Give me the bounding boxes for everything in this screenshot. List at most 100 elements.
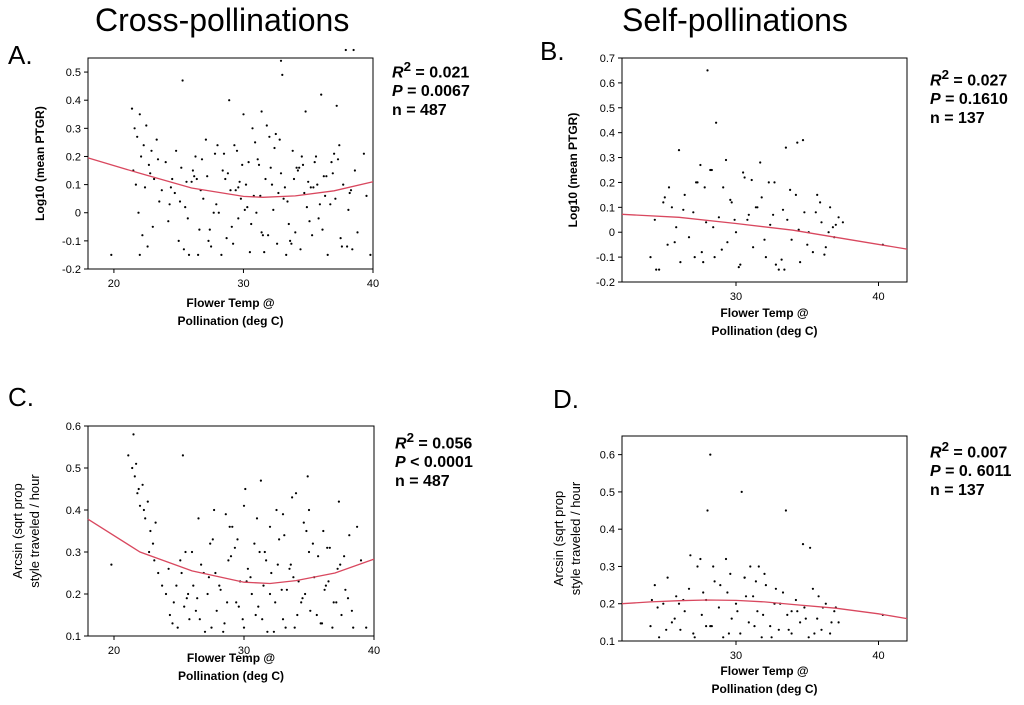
data-point-a <box>292 177 296 181</box>
data-point-c <box>168 613 171 617</box>
data-point-a <box>195 177 198 181</box>
data-point-a <box>246 206 249 209</box>
data-point-b <box>764 256 767 259</box>
data-point-c <box>322 529 325 533</box>
data-point-b <box>692 211 695 214</box>
data-point-a <box>146 245 149 248</box>
data-point-a <box>193 175 196 178</box>
data-point-a <box>138 113 141 116</box>
data-point-c <box>172 601 175 604</box>
data-point-a <box>285 253 288 256</box>
data-point-a <box>186 217 189 220</box>
data-point-c <box>179 559 182 562</box>
data-point-a <box>160 189 163 192</box>
data-point-d <box>753 625 756 628</box>
data-point-a <box>344 48 347 52</box>
panel-d-r2: R2 = 0.007 <box>930 439 1008 462</box>
data-point-c <box>137 487 140 491</box>
data-point-c <box>268 592 272 596</box>
data-point-c <box>180 571 183 575</box>
data-point-a <box>140 155 143 158</box>
chart-panel-d: 0.1 0.2 0.3 0.4 0.5 0.6 30 40 Flower Temp @ Polli… <box>551 435 908 696</box>
data-point-a <box>216 144 219 147</box>
panel-c-p: P < 0.0001 <box>395 454 473 472</box>
y-tick-label-a: 0.3 <box>66 123 81 135</box>
data-point-a <box>311 234 314 237</box>
data-point-a <box>294 231 297 234</box>
y-tick-label-d: 0.6 <box>600 450 615 462</box>
data-point-d <box>787 628 790 631</box>
data-point-c <box>185 597 188 600</box>
x-axis-label-b: Pollination (deg C) <box>712 324 818 338</box>
data-point-a <box>202 197 205 200</box>
data-point-c <box>268 525 272 528</box>
self-pollinations-title: Self-pollinations <box>622 2 848 38</box>
data-point-b <box>754 206 757 209</box>
data-point-b <box>658 268 661 271</box>
data-point-a <box>346 245 349 248</box>
data-point-c <box>339 563 342 566</box>
data-point-a <box>365 194 368 197</box>
data-point-c <box>262 584 265 587</box>
x-axis-label-a: Flower Temp @ <box>186 296 274 310</box>
y-tick-label-a: -0.2 <box>62 264 81 276</box>
data-point-b <box>724 158 728 162</box>
x-axis-label-b: Flower Temp @ <box>720 306 808 320</box>
data-point-d <box>816 617 819 620</box>
data-point-d <box>650 598 653 602</box>
x-tick-label-c: 30 <box>238 645 250 657</box>
data-point-b <box>667 186 671 189</box>
data-point-c <box>210 626 213 629</box>
data-point-c <box>219 588 222 591</box>
data-point-a <box>164 161 167 164</box>
panel-b-stats: R2 = 0.027 P = 0.1610 n = 137 <box>930 65 1008 128</box>
x-axis-label-c: Flower Temp @ <box>187 651 275 665</box>
data-point-b <box>816 193 819 196</box>
data-point-b <box>683 193 686 196</box>
data-point-d <box>719 584 722 587</box>
data-point-c <box>288 567 291 570</box>
data-point-a <box>260 231 263 234</box>
data-point-a <box>263 251 266 254</box>
data-point-a <box>248 251 251 254</box>
data-point-a <box>221 169 224 172</box>
data-point-c <box>324 584 327 587</box>
y-tick-label-b: 0.7 <box>600 53 615 65</box>
data-point-a <box>228 99 231 102</box>
data-point-d <box>803 606 806 609</box>
data-point-b <box>737 266 740 269</box>
data-point-c <box>284 626 287 629</box>
data-point-b <box>733 218 736 221</box>
data-point-c <box>265 559 268 562</box>
data-point-b <box>703 186 706 189</box>
data-point-d <box>743 576 746 579</box>
data-point-d <box>729 572 732 575</box>
data-point-c <box>110 563 113 566</box>
data-point-d <box>804 617 807 620</box>
data-point-a <box>247 161 250 164</box>
data-point-c <box>309 609 312 612</box>
data-point-a <box>334 197 337 200</box>
data-point-c <box>346 597 350 600</box>
data-point-a <box>153 177 156 181</box>
data-point-a <box>295 166 298 169</box>
data-point-a <box>243 208 246 211</box>
data-point-c <box>171 622 174 625</box>
data-point-a <box>155 138 158 141</box>
data-point-a <box>286 200 289 203</box>
data-point-d <box>811 587 814 590</box>
data-point-a <box>244 183 248 186</box>
data-point-b <box>713 256 716 259</box>
data-point-c <box>305 529 308 533</box>
panel-d-n: n = 137 <box>930 482 985 500</box>
data-point-a <box>171 177 174 181</box>
panel-c-n: n = 487 <box>395 473 450 491</box>
data-point-a <box>269 166 272 169</box>
data-point-c <box>209 542 212 545</box>
data-point-a <box>335 104 338 107</box>
data-point-c <box>246 567 249 570</box>
data-point-c <box>350 609 353 612</box>
data-point-b <box>729 198 732 201</box>
data-point-b <box>687 236 691 239</box>
